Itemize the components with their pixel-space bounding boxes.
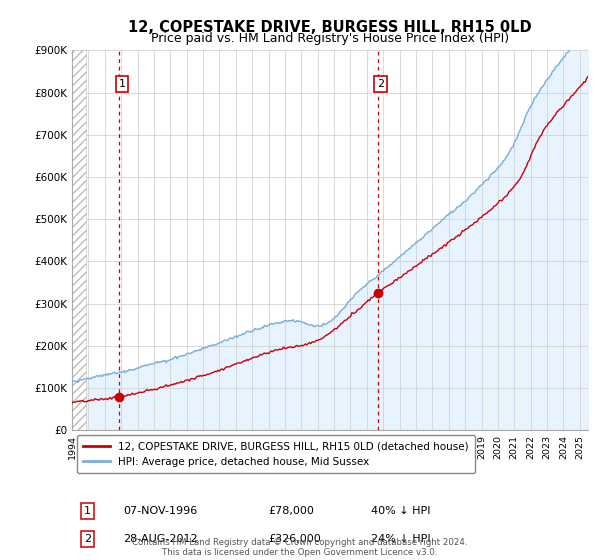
Text: 1: 1 [84, 506, 91, 516]
Legend: 12, COPESTAKE DRIVE, BURGESS HILL, RH15 0LD (detached house), HPI: Average price: 12, COPESTAKE DRIVE, BURGESS HILL, RH15 … [77, 435, 475, 473]
Text: £78,000: £78,000 [268, 506, 314, 516]
Text: 2: 2 [377, 79, 385, 89]
Text: 28-AUG-2012: 28-AUG-2012 [124, 534, 198, 544]
Text: 24% ↓ HPI: 24% ↓ HPI [371, 534, 431, 544]
Text: Price paid vs. HM Land Registry's House Price Index (HPI): Price paid vs. HM Land Registry's House … [151, 32, 509, 45]
Text: 12, COPESTAKE DRIVE, BURGESS HILL, RH15 0LD: 12, COPESTAKE DRIVE, BURGESS HILL, RH15 … [128, 20, 532, 35]
Text: 1: 1 [118, 79, 125, 89]
Text: 07-NOV-1996: 07-NOV-1996 [124, 506, 198, 516]
Text: £326,000: £326,000 [268, 534, 321, 544]
Text: Contains HM Land Registry data © Crown copyright and database right 2024.
This d: Contains HM Land Registry data © Crown c… [132, 538, 468, 557]
Bar [72, 50, 86, 430]
Text: 40% ↓ HPI: 40% ↓ HPI [371, 506, 431, 516]
Text: 2: 2 [84, 534, 91, 544]
